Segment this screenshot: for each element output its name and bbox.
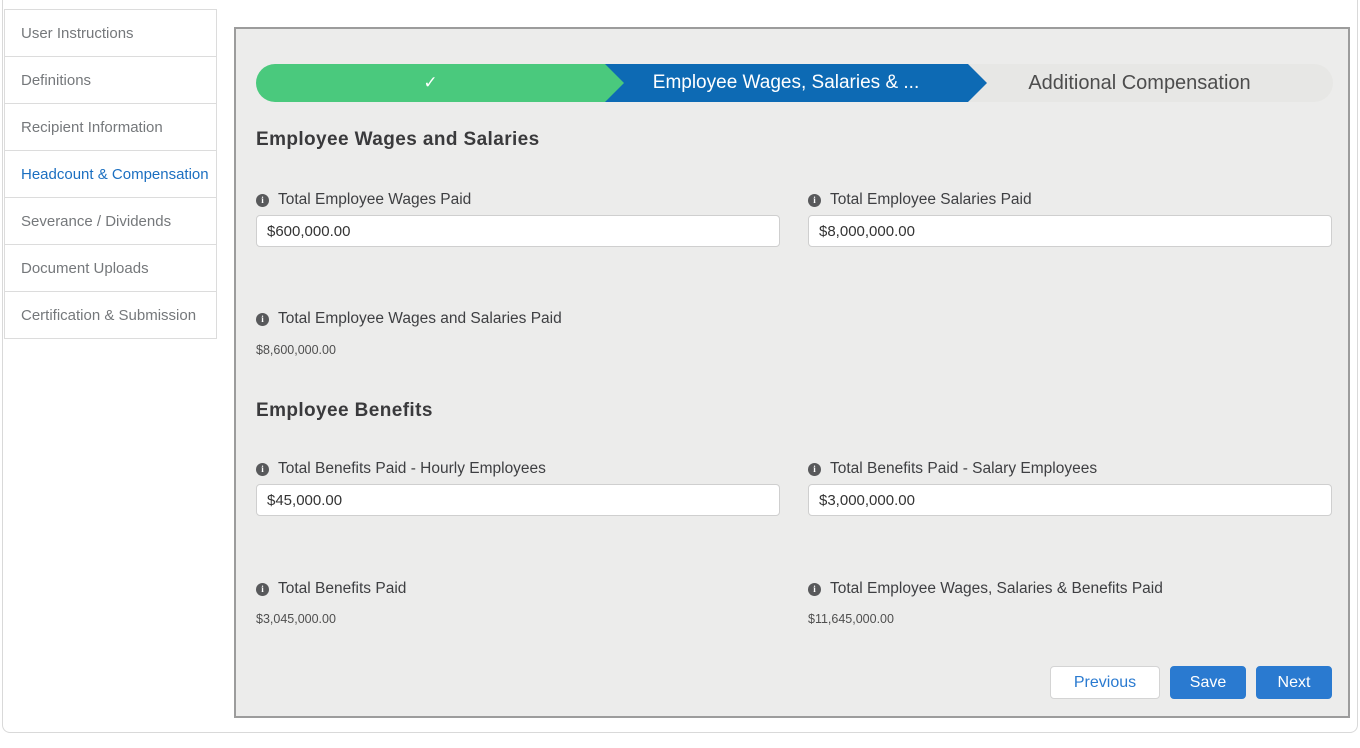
total-benefits-value: $3,045,000.00 xyxy=(256,612,336,626)
wizard-step-employee-wages-current[interactable]: Employee Wages, Salaries & ... xyxy=(604,64,968,102)
section-heading-wages-salaries: Employee Wages and Salaries xyxy=(256,129,540,150)
total-wages-input[interactable] xyxy=(256,215,780,247)
wizard-step-label: Employee Wages, Salaries & ... xyxy=(652,72,920,93)
field-label-text: Total Employee Salaries Paid xyxy=(830,191,1032,208)
main-panel: Additional Compensation Employee Wages, … xyxy=(234,27,1350,718)
page-container: User Instructions Definitions Recipient … xyxy=(2,0,1358,733)
field-label-grand-total: i Total Employee Wages, Salaries & Benef… xyxy=(808,580,1163,598)
sidebar-item-severance-dividends[interactable]: Severance / Dividends xyxy=(4,197,217,245)
wizard-step-label: Additional Compensation xyxy=(1028,71,1251,94)
sidebar-item-label: Recipient Information xyxy=(21,118,163,136)
info-icon[interactable]: i xyxy=(256,312,269,326)
info-icon[interactable]: i xyxy=(256,193,269,207)
wizard-step-additional-compensation[interactable]: Additional Compensation xyxy=(946,64,1333,102)
sidebar-item-recipient-information[interactable]: Recipient Information xyxy=(4,103,217,151)
field-label-total-wages: i Total Employee Wages Paid xyxy=(256,191,471,209)
field-label-total-benefits: i Total Benefits Paid xyxy=(256,580,406,598)
sidebar-nav: User Instructions Definitions Recipient … xyxy=(4,9,217,339)
field-label-benefits-hourly: i Total Benefits Paid - Hourly Employees xyxy=(256,460,546,478)
total-salaries-input[interactable] xyxy=(808,215,1332,247)
sidebar-item-label: Headcount & Compensation xyxy=(21,165,209,183)
section-heading-employee-benefits: Employee Benefits xyxy=(256,400,433,421)
field-label-total-wages-salaries: i Total Employee Wages and Salaries Paid xyxy=(256,310,562,328)
grand-total-value: $11,645,000.00 xyxy=(808,612,894,626)
check-icon: ✓ xyxy=(423,73,438,92)
sidebar-item-label: Definitions xyxy=(21,71,92,89)
field-label-text: Total Employee Wages, Salaries & Benefit… xyxy=(830,580,1163,597)
sidebar-item-label: User Instructions xyxy=(21,24,134,42)
field-label-text: Total Employee Wages Paid xyxy=(278,191,472,208)
sidebar-item-document-uploads[interactable]: Document Uploads xyxy=(4,244,217,292)
wizard-progress-bar: Additional Compensation Employee Wages, … xyxy=(256,64,1333,102)
previous-button[interactable]: Previous xyxy=(1050,666,1160,699)
sidebar-item-certification-submission[interactable]: Certification & Submission xyxy=(4,291,217,339)
info-icon[interactable]: i xyxy=(808,462,821,476)
sidebar-item-definitions[interactable]: Definitions xyxy=(4,56,217,104)
sidebar-item-user-instructions[interactable]: User Instructions xyxy=(4,9,217,57)
benefits-hourly-input[interactable] xyxy=(256,484,780,516)
total-wages-salaries-value: $8,600,000.00 xyxy=(256,343,336,357)
sidebar-item-label: Document Uploads xyxy=(21,259,149,277)
info-icon[interactable]: i xyxy=(256,582,269,596)
next-button[interactable]: Next xyxy=(1256,666,1332,699)
benefits-salary-input[interactable] xyxy=(808,484,1332,516)
field-label-benefits-salary: i Total Benefits Paid - Salary Employees xyxy=(808,460,1097,478)
info-icon[interactable]: i xyxy=(256,462,269,476)
info-icon[interactable]: i xyxy=(808,193,821,207)
sidebar-item-label: Certification & Submission xyxy=(21,306,197,324)
field-label-text: Total Benefits Paid - Hourly Employees xyxy=(278,460,546,477)
info-icon[interactable]: i xyxy=(808,582,821,596)
field-label-text: Total Benefits Paid - Salary Employees xyxy=(830,460,1098,477)
sidebar-item-headcount-compensation[interactable]: Headcount & Compensation xyxy=(4,150,217,198)
save-button[interactable]: Save xyxy=(1170,666,1246,699)
sidebar-item-label: Severance / Dividends xyxy=(21,212,172,230)
field-label-total-salaries: i Total Employee Salaries Paid xyxy=(808,191,1032,209)
wizard-step-completed[interactable]: ✓ xyxy=(256,64,605,102)
field-label-text: Total Benefits Paid xyxy=(278,580,407,597)
field-label-text: Total Employee Wages and Salaries Paid xyxy=(278,310,562,327)
form-footer-buttons: Previous Save Next xyxy=(1050,666,1332,699)
